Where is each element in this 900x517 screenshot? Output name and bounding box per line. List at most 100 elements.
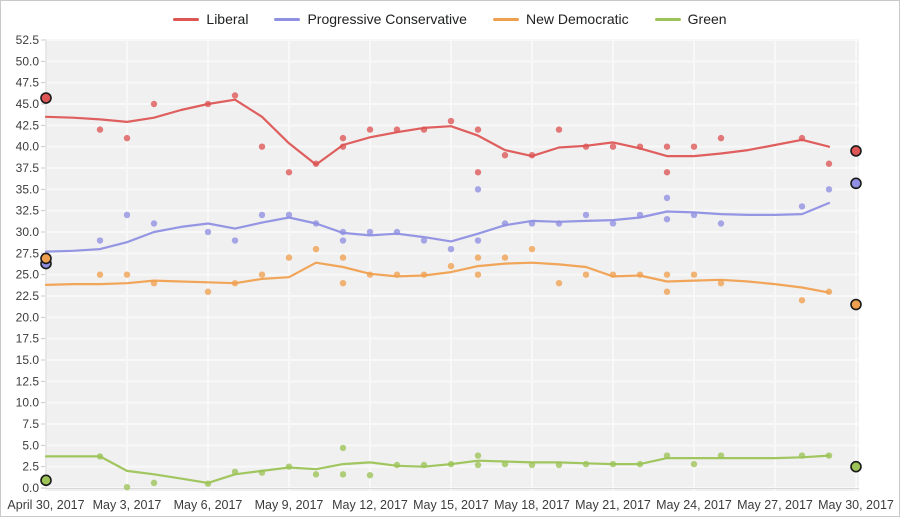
poll-dot-liberal <box>690 143 698 150</box>
poll-dot-new-democratic <box>339 280 347 287</box>
poll-dot-liberal <box>582 143 590 150</box>
poll-dot-progressive-conservative <box>123 211 131 219</box>
poll-dot-green <box>366 472 374 479</box>
poll-dot-liberal <box>339 143 347 150</box>
x-axis-tick-label: May 21, 2017 <box>575 498 651 512</box>
poll-dot-new-democratic <box>690 271 698 278</box>
poll-dot-liberal <box>96 126 104 133</box>
y-axis-tick-label: 0.0 <box>22 481 39 495</box>
election-result-marker-liberal <box>40 92 52 104</box>
poll-dot-new-democratic <box>825 288 833 295</box>
poll-dot-green <box>339 471 347 478</box>
legend-label-green: Green <box>687 11 727 27</box>
poll-dot-new-democratic <box>123 271 131 278</box>
x-axis-tick-label: May 27, 2017 <box>737 498 813 512</box>
poll-dot-progressive-conservative <box>798 203 806 210</box>
poll-dot-progressive-conservative <box>258 211 266 219</box>
poll-dot-new-democratic <box>312 245 320 253</box>
poll-dot-progressive-conservative <box>474 237 482 244</box>
poll-dot-progressive-conservative <box>717 220 725 227</box>
poll-dot-new-democratic <box>474 271 482 278</box>
poll-dot-liberal <box>528 152 536 159</box>
poll-dot-new-democratic <box>636 271 644 278</box>
poll-dot-liberal <box>825 160 833 167</box>
poll-dot-liberal <box>366 126 374 133</box>
y-axis-tick-label: 10.0 <box>16 396 40 410</box>
poll-dot-progressive-conservative <box>312 220 320 227</box>
poll-dot-green <box>339 444 347 452</box>
poll-dot-new-democratic <box>393 271 401 278</box>
x-axis-tick-label: May 15, 2017 <box>413 498 489 512</box>
poll-dot-liberal <box>285 169 293 176</box>
poll-dot-liberal <box>501 152 509 159</box>
legend-line-green <box>654 17 681 21</box>
poll-dot-new-democratic <box>366 271 374 278</box>
poll-dot-liberal <box>312 160 320 167</box>
election-result-marker-green <box>40 474 52 487</box>
poll-dot-new-democratic <box>285 254 293 261</box>
poll-dot-new-democratic <box>798 297 806 304</box>
poll-dot-new-democratic <box>663 271 671 278</box>
y-axis-tick-label: 35.0 <box>16 182 40 196</box>
y-axis-tick-label: 22.5 <box>16 289 40 303</box>
election-result-marker-green <box>850 460 862 473</box>
poll-dot-progressive-conservative <box>555 220 563 227</box>
legend-line-new-democratic <box>492 17 519 21</box>
poll-dot-new-democratic <box>555 280 563 287</box>
poll-dot-green <box>798 452 806 459</box>
poll-dot-progressive-conservative <box>474 186 482 193</box>
x-axis-tick-label: May 18, 2017 <box>494 498 570 512</box>
poll-dot-green <box>258 469 266 476</box>
poll-dot-new-democratic <box>474 254 482 261</box>
trend-line-new-democratic <box>44 261 831 294</box>
y-axis-tick-label: 37.5 <box>16 161 40 175</box>
y-axis-tick-label: 27.5 <box>16 246 40 260</box>
poll-dot-new-democratic <box>96 271 104 278</box>
poll-dot-progressive-conservative <box>285 211 293 219</box>
poll-dot-green <box>150 479 158 487</box>
poll-dot-liberal <box>474 169 482 176</box>
poll-dot-progressive-conservative <box>609 220 617 227</box>
poll-dot-new-democratic <box>447 262 455 270</box>
poll-dot-liberal <box>474 126 482 133</box>
legend-label-new-democratic: New Democratic <box>525 11 629 27</box>
poll-dot-progressive-conservative <box>96 237 104 244</box>
poll-dot-new-democratic <box>258 271 266 278</box>
x-axis-tick-label: May 24, 2017 <box>656 498 732 512</box>
x-axis-tick-label: May 6, 2017 <box>174 498 243 512</box>
poll-dot-liberal <box>663 143 671 150</box>
poll-dot-liberal <box>420 126 428 133</box>
legend-line-liberal <box>173 17 200 21</box>
poll-dot-liberal <box>447 117 455 125</box>
poll-dot-progressive-conservative <box>528 220 536 227</box>
y-axis-tick-label: 40.0 <box>16 140 40 154</box>
y-axis-tick-label: 52.5 <box>16 33 40 47</box>
y-axis-tick-label: 25.0 <box>16 268 40 282</box>
legend-item-liberal: Liberal <box>173 12 248 26</box>
poll-dot-new-democratic <box>339 254 347 261</box>
poll-dot-progressive-conservative <box>501 220 509 227</box>
x-axis-tick-label: May 3, 2017 <box>93 498 162 512</box>
poll-dot-green <box>609 460 617 468</box>
y-axis-tick-label: 42.5 <box>16 118 40 132</box>
poll-dot-progressive-conservative <box>150 220 158 227</box>
poll-dot-green <box>96 453 104 460</box>
poll-dot-green <box>717 452 725 459</box>
y-axis-tick-label: 30.0 <box>16 225 40 239</box>
poll-dot-green <box>123 483 131 491</box>
x-axis-tick-label: May 9, 2017 <box>255 498 324 512</box>
poll-dot-progressive-conservative <box>420 237 428 244</box>
poll-dot-new-democratic <box>528 245 536 253</box>
legend-item-green: Green <box>654 11 727 27</box>
poll-dot-green <box>231 468 239 475</box>
poll-dot-liberal <box>339 134 347 142</box>
poll-dot-green <box>690 460 698 468</box>
y-axis-tick-label: 12.5 <box>16 374 40 388</box>
election-result-marker-new-democratic <box>850 298 862 311</box>
x-axis-tick-label: May 30, 2017 <box>818 498 894 512</box>
poll-dot-green <box>636 460 644 468</box>
y-axis-tick-label: 2.5 <box>22 460 39 474</box>
poll-dot-green <box>555 461 563 469</box>
